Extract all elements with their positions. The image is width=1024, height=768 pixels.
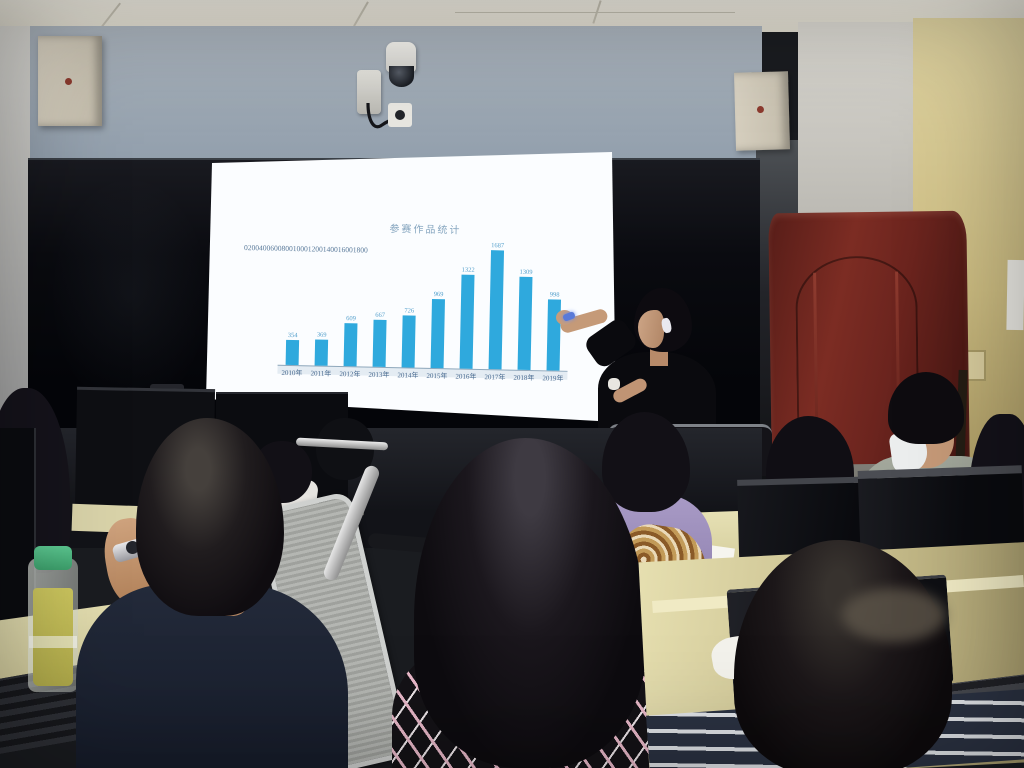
bottom-right-woman-hair	[734, 540, 952, 768]
x-tick-label: 2013年	[368, 370, 390, 380]
chart-bars: 354 369 609 667 726 969 1322 1687 1309 998	[278, 238, 571, 371]
bar	[488, 250, 505, 370]
bar	[401, 315, 416, 368]
bar-value-label: 998	[549, 291, 560, 299]
x-tick-label: 2017年	[484, 373, 506, 382]
y-tick-label: 200	[247, 243, 260, 253]
x-tick-label: 2016年	[455, 372, 477, 381]
bar-slot: 667	[365, 240, 397, 368]
x-tick-label: 2018年	[513, 373, 535, 383]
bar-slot: 1322	[452, 241, 484, 369]
bar-slot: 1309	[510, 243, 542, 371]
bar-value-label: 726	[404, 307, 415, 315]
bar-value-label: 354	[287, 331, 298, 339]
bar-value-label: 609	[346, 314, 357, 323]
speaker-logo-dot	[65, 78, 72, 85]
bar-slot: 609	[336, 239, 368, 367]
bar-value-label: 369	[316, 331, 327, 339]
bar	[372, 319, 387, 368]
bar	[546, 299, 562, 371]
x-tick-label: 2010年	[281, 368, 303, 378]
bar	[343, 322, 358, 367]
presenter-left-hand	[608, 378, 620, 390]
bar	[314, 339, 329, 366]
hair-crown-highlight	[842, 588, 946, 642]
bar-slot: 726	[394, 240, 426, 368]
chart-plot: 354 369 609 667 726 969 1322 1687 1309 998	[277, 237, 571, 380]
wall-speaker-left	[38, 36, 102, 126]
bar-slot: 969	[423, 241, 455, 369]
bar-slot: 1687	[481, 242, 513, 370]
bar	[285, 339, 300, 366]
bar-value-label: 969	[433, 291, 444, 299]
bar-value-label: 1687	[491, 242, 505, 250]
ceiling-tile-seam	[455, 12, 735, 13]
bottle-cap	[34, 546, 72, 570]
presenter-face	[638, 310, 664, 348]
bar-value-label: 667	[375, 311, 386, 319]
bar-value-label: 1309	[519, 268, 533, 276]
x-tick-label: 2012年	[339, 370, 361, 379]
masked-man-hair	[888, 372, 964, 444]
x-tick-label: 2011年	[310, 369, 332, 378]
bar	[430, 299, 445, 369]
power-outlet-socket	[395, 110, 405, 120]
bar	[517, 276, 533, 371]
bar-slot: 998	[539, 243, 571, 371]
blackboard-reflection	[50, 175, 210, 415]
wall-notice-paper	[1006, 259, 1024, 331]
x-tick-label: 2019年	[542, 374, 564, 383]
bar-chart: 参赛作品统计 020040060080010001200140016001800…	[241, 217, 580, 384]
light-switch	[966, 350, 986, 381]
bar-slot: 369	[307, 238, 339, 366]
center-woman-hair	[414, 438, 646, 768]
chart-y-axis: 020040060080010001200140016001800	[242, 237, 368, 366]
y-tick-label: 400	[258, 243, 271, 253]
man-bottom-left-head	[136, 418, 284, 616]
x-tick-label: 2015年	[426, 371, 448, 381]
wall-speaker-right	[733, 71, 791, 151]
bar	[459, 274, 475, 369]
bar-value-label: 1322	[461, 266, 475, 274]
dome-camera-lens	[389, 66, 414, 87]
bar-slot: 354	[278, 238, 310, 366]
speaker-logo-dot	[756, 105, 765, 114]
bottle-label	[29, 636, 77, 648]
x-tick-label: 2014年	[397, 371, 419, 380]
watch-face	[126, 541, 139, 554]
audience-purple-shirt-head	[602, 412, 690, 512]
